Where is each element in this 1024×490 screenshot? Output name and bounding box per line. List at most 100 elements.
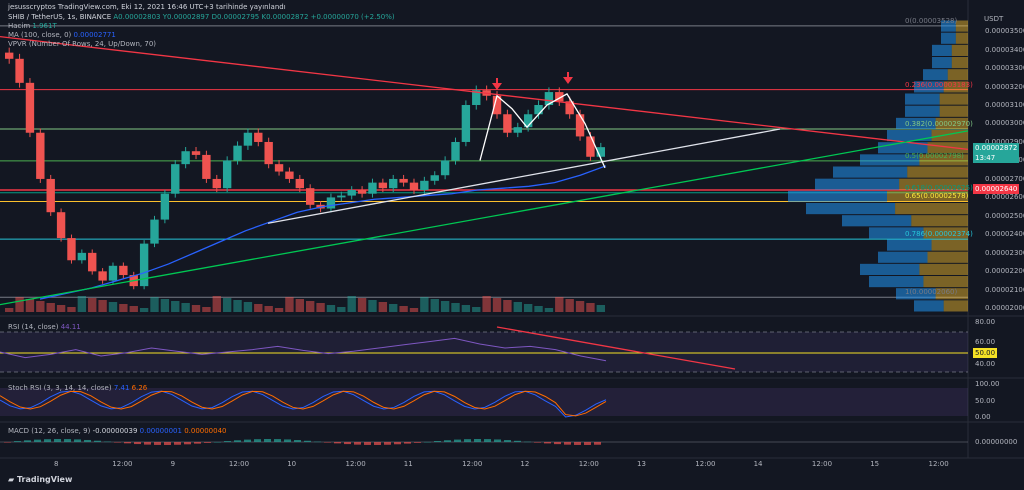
volume-bar bbox=[544, 308, 554, 312]
long-support-trendline bbox=[0, 130, 969, 306]
candle-body bbox=[171, 164, 180, 194]
red-arrow-icon bbox=[492, 83, 502, 90]
macd-histogram-bar bbox=[244, 439, 251, 442]
tradingview-logo: ▰ TradingView bbox=[8, 475, 72, 484]
candle-body bbox=[513, 127, 522, 133]
vpvr-up-bar bbox=[923, 69, 948, 81]
price-tick: 0.00002100 bbox=[985, 285, 1024, 294]
rsi-current-badge: 50.00 bbox=[973, 348, 998, 358]
vpvr-up-bar bbox=[896, 117, 936, 129]
candle-body bbox=[586, 136, 595, 157]
volume-bar bbox=[139, 308, 149, 312]
volume-bar bbox=[181, 303, 190, 312]
volume-bar bbox=[337, 307, 346, 312]
volume-bar bbox=[420, 297, 429, 312]
volume-bar bbox=[295, 299, 304, 312]
candle-body bbox=[233, 145, 242, 161]
volume-bar bbox=[430, 299, 439, 312]
price-tick: 0.00002400 bbox=[985, 230, 1024, 239]
macd-histogram-bar bbox=[524, 441, 531, 443]
candle-body bbox=[36, 132, 45, 179]
vpvr-up-bar bbox=[833, 166, 908, 178]
price-tick: 0.00003200 bbox=[985, 82, 1024, 91]
volume-bar bbox=[264, 306, 273, 312]
volume-bar bbox=[77, 296, 87, 312]
volume-bar bbox=[513, 302, 522, 312]
vpvr-down-bar bbox=[923, 227, 968, 239]
volume-bar bbox=[67, 307, 76, 312]
ohlc-high: Y0.00002897 bbox=[162, 13, 210, 21]
macd-histogram-bar bbox=[134, 442, 141, 445]
vpvr-up-bar bbox=[806, 203, 896, 215]
macd-histogram-bar bbox=[424, 441, 431, 443]
price-tick: 0.00003500 bbox=[985, 27, 1024, 36]
vpvr-up-bar bbox=[887, 130, 932, 142]
macd-histogram-bar bbox=[434, 441, 441, 442]
candle-body bbox=[430, 175, 439, 181]
candle-body bbox=[88, 252, 97, 272]
macd-histogram-bar bbox=[574, 442, 581, 445]
volume-bar bbox=[233, 300, 242, 312]
candle-body bbox=[420, 180, 429, 191]
candle-body bbox=[357, 190, 367, 194]
stoch-band bbox=[0, 388, 968, 416]
volume-bar bbox=[326, 305, 336, 312]
vpvr-up-bar bbox=[896, 288, 936, 300]
macd-histogram-bar bbox=[224, 441, 231, 442]
candle-body bbox=[409, 182, 419, 191]
vpvr-down-bar bbox=[943, 300, 968, 312]
time-tick: 12:00 bbox=[112, 460, 133, 468]
volume-bar bbox=[368, 300, 377, 312]
macd-histogram-bar bbox=[544, 442, 551, 444]
volume-bar bbox=[492, 298, 502, 312]
volume-bar bbox=[285, 297, 294, 312]
macd-histogram-bar bbox=[554, 442, 561, 445]
volume-bar bbox=[503, 300, 512, 312]
candle-body bbox=[67, 238, 76, 261]
fib-label: 0.786(0.00002374) bbox=[905, 230, 973, 239]
price-tick: 0.00002300 bbox=[985, 248, 1024, 257]
candle-body bbox=[337, 195, 346, 198]
volume-bar bbox=[243, 302, 253, 312]
price-tick: 0.00002600 bbox=[985, 193, 1024, 202]
macd-histogram-bar bbox=[54, 439, 61, 442]
vpvr-up-bar bbox=[860, 263, 920, 275]
macd-histogram-bar bbox=[414, 442, 421, 443]
macd-histogram-bar bbox=[594, 442, 601, 445]
candle-body bbox=[181, 151, 190, 165]
stoch-label: Stoch RSI (3, 3, 14, 14, close) bbox=[8, 384, 112, 392]
macd-histogram-bar bbox=[494, 439, 501, 442]
ma-value: 0.00002771 bbox=[73, 31, 116, 39]
candle-body bbox=[451, 141, 460, 161]
vpvr-down-bar bbox=[923, 276, 968, 288]
candle-body bbox=[274, 164, 284, 172]
rsi-line bbox=[0, 337, 607, 362]
candle-body bbox=[15, 58, 24, 83]
macd-histogram-bar bbox=[234, 440, 241, 442]
vpvr-down-bar bbox=[919, 154, 968, 166]
vpvr-down-bar bbox=[927, 251, 968, 263]
time-tick: 9 bbox=[170, 460, 176, 468]
time-tick: 12 bbox=[520, 460, 530, 468]
stoch-k-line bbox=[0, 390, 607, 418]
vpvr-up-bar bbox=[941, 20, 956, 32]
candle-body bbox=[596, 147, 605, 157]
time-tick: 12:00 bbox=[578, 460, 599, 468]
rsi-tick-80: 80.00 bbox=[975, 318, 996, 326]
volume-bar bbox=[565, 299, 574, 312]
volume-bar bbox=[46, 303, 55, 312]
vpvr-up-bar bbox=[788, 190, 887, 202]
macd-histogram-bar bbox=[44, 439, 51, 442]
macd-histogram-bar bbox=[374, 442, 381, 445]
volume-bar bbox=[171, 301, 180, 312]
candle-body bbox=[565, 101, 574, 115]
rsi-legend: RSI (14, close) 44.11 bbox=[8, 323, 81, 332]
fib-label: 0.65(0.00002578) bbox=[905, 192, 969, 201]
volume-bar bbox=[98, 300, 107, 312]
macd-histogram-bar bbox=[144, 442, 151, 445]
candle-body bbox=[399, 178, 408, 183]
rsi-divergence-line bbox=[496, 326, 736, 370]
volume-bar bbox=[575, 301, 585, 312]
red-line-price-badge: 0.00002640 bbox=[973, 184, 1020, 194]
